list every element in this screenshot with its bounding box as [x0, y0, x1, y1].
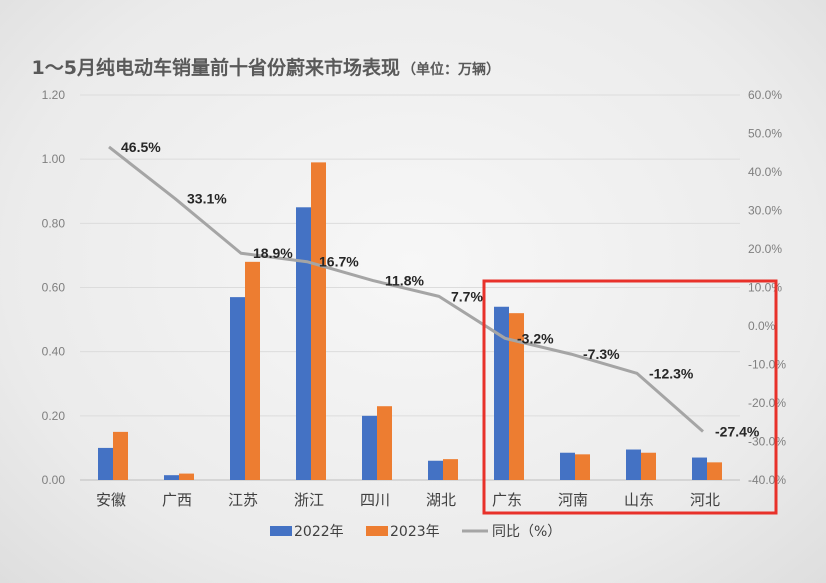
bar-2023年 — [179, 473, 194, 480]
bar-2022年 — [494, 306, 509, 480]
yoy-data-label: -7.3% — [583, 346, 620, 362]
bar-2022年 — [98, 447, 113, 480]
yoy-data-label: 7.7% — [451, 288, 483, 304]
yoy-data-label: 18.9% — [253, 245, 293, 261]
bar-2022年 — [428, 460, 443, 480]
category-label: 广西 — [162, 491, 192, 509]
yoy-data-label: 11.8% — [385, 273, 424, 289]
right-tick-label: -40.0% — [748, 473, 786, 487]
bar-2023年 — [509, 313, 524, 480]
bars — [98, 162, 722, 480]
category-label: 河北 — [690, 491, 720, 509]
right-tick-label: 0.0% — [748, 319, 776, 333]
right-tick-label: 50.0% — [748, 127, 782, 141]
legend-label: 同比（%） — [492, 524, 561, 540]
category-label: 广东 — [492, 491, 522, 509]
right-tick-label: 40.0% — [748, 165, 782, 179]
category-label: 安徽 — [96, 491, 126, 509]
category-label: 四川 — [360, 491, 390, 509]
category-label: 河南 — [558, 491, 588, 509]
bar-2023年 — [443, 459, 458, 480]
legend-swatch — [270, 526, 292, 536]
yoy-data-label: -3.2% — [517, 330, 554, 346]
left-tick-label: 0.60 — [42, 281, 66, 295]
bar-2022年 — [692, 457, 707, 480]
bar-2023年 — [641, 452, 656, 480]
bar-2022年 — [362, 415, 377, 480]
left-tick-label: 0.40 — [42, 345, 66, 359]
yoy-data-label: -27.4% — [715, 423, 760, 439]
yoy-line — [108, 145, 704, 433]
bar-2022年 — [164, 475, 179, 480]
highlight-box — [482, 279, 778, 515]
right-tick-label: 10.0% — [748, 281, 782, 295]
bar-2022年 — [296, 207, 311, 480]
gridlines — [80, 94, 740, 481]
legend: 2022年 2023年 同比（%） — [270, 524, 561, 540]
legend-label: 2022年 — [294, 524, 344, 540]
left-tick-label: 1.00 — [42, 152, 66, 166]
chart-subtitle: （单位：万辆） — [402, 61, 500, 78]
bar-2022年 — [230, 297, 245, 480]
right-tick-label: -10.0% — [748, 358, 786, 372]
bar-2022年 — [626, 449, 641, 480]
right-tick-label: -20.0% — [748, 396, 786, 410]
category-label: 湖北 — [426, 491, 456, 509]
yoy-data-label: -12.3% — [649, 365, 694, 381]
highlight-rect — [482, 279, 778, 515]
category-label: 江苏 — [228, 491, 258, 509]
bar-2022年 — [560, 452, 575, 480]
left-tick-label: 0.20 — [42, 409, 66, 423]
legend-label: 2023年 — [390, 524, 440, 540]
legend-swatch — [366, 526, 388, 536]
bar-2023年 — [311, 162, 326, 480]
bar-2023年 — [113, 431, 128, 480]
left-tick-label: 1.20 — [42, 88, 66, 102]
yoy-data-label: 16.7% — [319, 254, 359, 270]
category-labels: 安徽 广西 江苏 浙江 四川 湖北 广东 河南 山东 河北 — [96, 491, 720, 509]
right-tick-label: 20.0% — [748, 242, 782, 256]
left-tick-label: 0.80 — [42, 216, 66, 230]
chart-title: 1～5月纯电动车销量前十省份蔚来市场表现 — [32, 56, 400, 79]
yoy-data-label: 33.1% — [187, 191, 227, 207]
left-tick-label: 0.00 — [42, 473, 66, 487]
bar-2023年 — [707, 462, 722, 480]
left-axis: 0.00 0.20 0.40 0.60 0.80 1.00 1.20 — [42, 88, 66, 487]
yoy-line-labels: 46.5% 33.1% 18.9% 16.7% 11.8% 7.7% -3.2% -7.3% -… — [121, 139, 760, 440]
yoy-data-label: 46.5% — [121, 139, 161, 155]
yoy-line-series — [108, 145, 704, 433]
category-label: 浙江 — [294, 491, 324, 509]
bar-2023年 — [377, 406, 392, 480]
category-label: 山东 — [624, 491, 654, 509]
right-tick-label: 60.0% — [748, 88, 782, 102]
bar-2023年 — [575, 454, 590, 480]
bar-2023年 — [245, 261, 260, 480]
right-tick-label: 30.0% — [748, 204, 782, 218]
